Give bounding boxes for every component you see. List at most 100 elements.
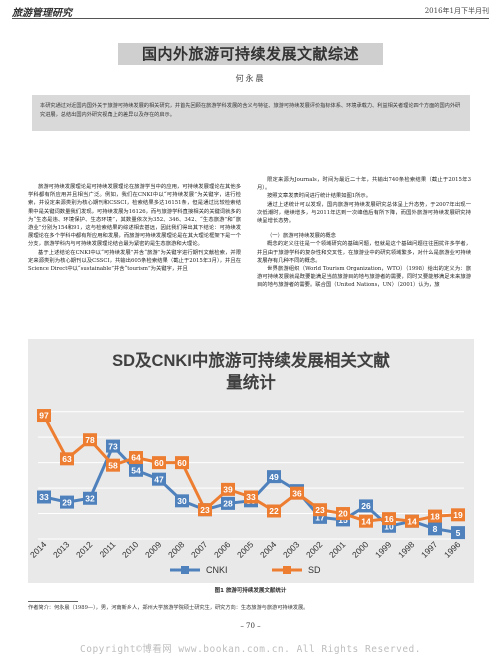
- x-tick-label: 2013: [51, 539, 72, 560]
- cnki-data-label: 30: [177, 496, 187, 506]
- sd-data-label: 14: [407, 516, 417, 526]
- sd-data-label: 22: [269, 506, 279, 516]
- sd-data-label: 63: [62, 454, 72, 464]
- article-author: 何永晨: [235, 74, 266, 83]
- cnki-data-label: 29: [62, 497, 72, 507]
- legend-label: CNKI: [206, 565, 228, 575]
- paragraph: 概念的定义往往是一个领域研究的基础问题，但就是这个基础问题往往困扰许多学者，并且…: [257, 241, 471, 264]
- sd-data-label: 97: [39, 411, 49, 421]
- sd-data-label: 39: [223, 485, 233, 495]
- x-tick-label: 2008: [166, 539, 187, 560]
- sd-data-marker: [129, 451, 143, 465]
- x-tick-label: 2007: [189, 539, 210, 560]
- cnki-data-label: 32: [85, 493, 95, 503]
- sd-data-marker: [106, 458, 120, 472]
- x-tick-label: 2004: [258, 539, 279, 560]
- sd-data-marker: [451, 508, 465, 522]
- cnki-data-marker: [359, 499, 373, 513]
- issue-info: 2016年1月下半月刊: [424, 7, 489, 15]
- sd-data-marker: [60, 452, 74, 466]
- x-tick-label: 2010: [120, 539, 141, 560]
- paragraph: 按照文章发表时间进行统计结果如图1所示。: [267, 193, 372, 200]
- x-tick-label: 2002: [304, 539, 325, 560]
- cnki-data-marker: [451, 526, 465, 540]
- sd-data-marker: [244, 490, 258, 504]
- sd-data-marker: [37, 409, 51, 423]
- cnki-data-label: 49: [269, 472, 279, 482]
- x-tick-label: 2006: [212, 539, 233, 560]
- paragraph: 旅游可持续发展理论是可持续发展理论在旅游学当中的应用，可持续发展理论在其他多学科…: [28, 184, 241, 248]
- sd-data-label: 60: [154, 458, 164, 468]
- page-number: – 70 –: [240, 622, 261, 630]
- x-tick-label: 2009: [143, 539, 164, 560]
- x-tick-label: 1996: [442, 539, 463, 560]
- sd-data-marker: [267, 504, 281, 518]
- cnki-data-marker: [37, 490, 51, 504]
- cnki-data-marker: [175, 494, 189, 508]
- sd-data-label: 20: [338, 509, 348, 519]
- article-title: 国内外旅游可持续发展文献综述: [118, 43, 383, 65]
- cnki-data-label: 15: [338, 515, 348, 525]
- legend-label: SD: [308, 565, 321, 575]
- sd-data-label: 19: [453, 510, 463, 520]
- cnki-data-marker: [267, 470, 281, 484]
- sd-data-marker: [152, 456, 166, 470]
- cnki-data-label: 47: [154, 474, 164, 484]
- sd-data-label: 58: [108, 460, 118, 470]
- x-tick-label: 2005: [235, 539, 256, 560]
- x-tick-label: 2000: [350, 539, 371, 560]
- x-tick-label: 1999: [373, 539, 394, 560]
- cnki-data-marker: [83, 491, 97, 505]
- paragraph: 限定来源为Journals，时间为最近二十年，共输出740条检索结果（截止于20…: [257, 177, 471, 192]
- chart-title-line1: SD及CNKI中旅游可持续发展相关文献: [112, 350, 390, 370]
- cnki-data-marker: [428, 522, 442, 536]
- sd-data-label: 16: [384, 514, 394, 524]
- footnote-rule: [28, 601, 78, 602]
- body-right-column: 限定来源为Journals，时间为最近二十年，共输出740条检索结果（截止于20…: [257, 176, 471, 290]
- sd-data-marker: [313, 503, 327, 517]
- cnki-data-label: 28: [223, 499, 233, 509]
- sd-data-label: 23: [315, 505, 325, 515]
- sd-data-marker: [290, 486, 304, 500]
- sd-data-label: 14: [361, 516, 371, 526]
- chart-title-line2: 量统计: [226, 372, 276, 392]
- x-tick-label: 1997: [419, 539, 440, 560]
- figure-caption: 图1 旅游可持续发展文献统计: [214, 588, 287, 594]
- sd-data-label: 78: [85, 435, 95, 445]
- legend-swatch-marker: [181, 566, 189, 574]
- abstract: 本研究通过对近国内国外关于旅游可持续发展的相关研究，并首先回顾在旅游学科发展的含…: [32, 95, 470, 131]
- copyright-watermark: Copyright©博看网 www.bookan.com.cn. All Rig…: [80, 644, 421, 655]
- sd-data-label: 18: [430, 511, 440, 521]
- body-left-column: 旅游可持续发展理论是可持续发展理论在旅游学当中的应用，可持续发展理论在其他多学科…: [28, 183, 241, 273]
- sd-data-marker: [198, 503, 212, 517]
- sd-data-marker: [405, 514, 419, 528]
- sd-data-marker: [382, 512, 396, 526]
- author-footnote: 作者简介：何永晨（1989—），男，河南新乡人，郑州大学旅游学院硕士研究生，研究…: [28, 605, 309, 611]
- paragraph: 基于上述结论在CNKI中以“可持续发展”并含“旅游”为关键字进行期刊文献检索，并…: [28, 249, 241, 273]
- paragraph: 通过上述统计可以发现，国内旅游可持续发展研究总体呈上升态势，于2007年出现一次…: [257, 201, 471, 225]
- x-tick-label: 2012: [74, 539, 95, 560]
- x-tick-label: 1998: [396, 539, 417, 560]
- x-tick-label: 2001: [327, 539, 348, 560]
- literature-count-chart: SD及CNKI中旅游可持续发展相关文献 量统计 2014 2013 2012 2011…: [28, 339, 474, 583]
- sd-data-label: 60: [177, 458, 187, 468]
- journal-name: 旅游管理研究: [12, 8, 72, 19]
- section-heading: （一）旅游可持续发展的概念: [267, 233, 336, 240]
- cnki-data-label: 33: [39, 492, 49, 502]
- cnki-data-label: 26: [361, 501, 371, 511]
- legend-swatch-marker: [283, 566, 291, 574]
- cnki-data-marker: [106, 439, 120, 453]
- cnki-data-marker: [129, 463, 143, 477]
- cnki-data-label: 17: [315, 513, 325, 523]
- cnki-data-label: 8: [433, 524, 438, 534]
- cnki-data-label: 5: [456, 528, 461, 538]
- sd-data-label: 23: [200, 505, 210, 515]
- cnki-data-marker: [221, 496, 235, 510]
- header-rule: [12, 18, 489, 19]
- sd-data-label: 64: [131, 453, 141, 463]
- sd-data-marker: [336, 507, 350, 521]
- x-tick-label: 2011: [97, 539, 117, 559]
- cnki-data-marker: [60, 495, 74, 509]
- cnki-data-label: 73: [108, 441, 118, 451]
- x-tick-label: 2014: [28, 539, 49, 560]
